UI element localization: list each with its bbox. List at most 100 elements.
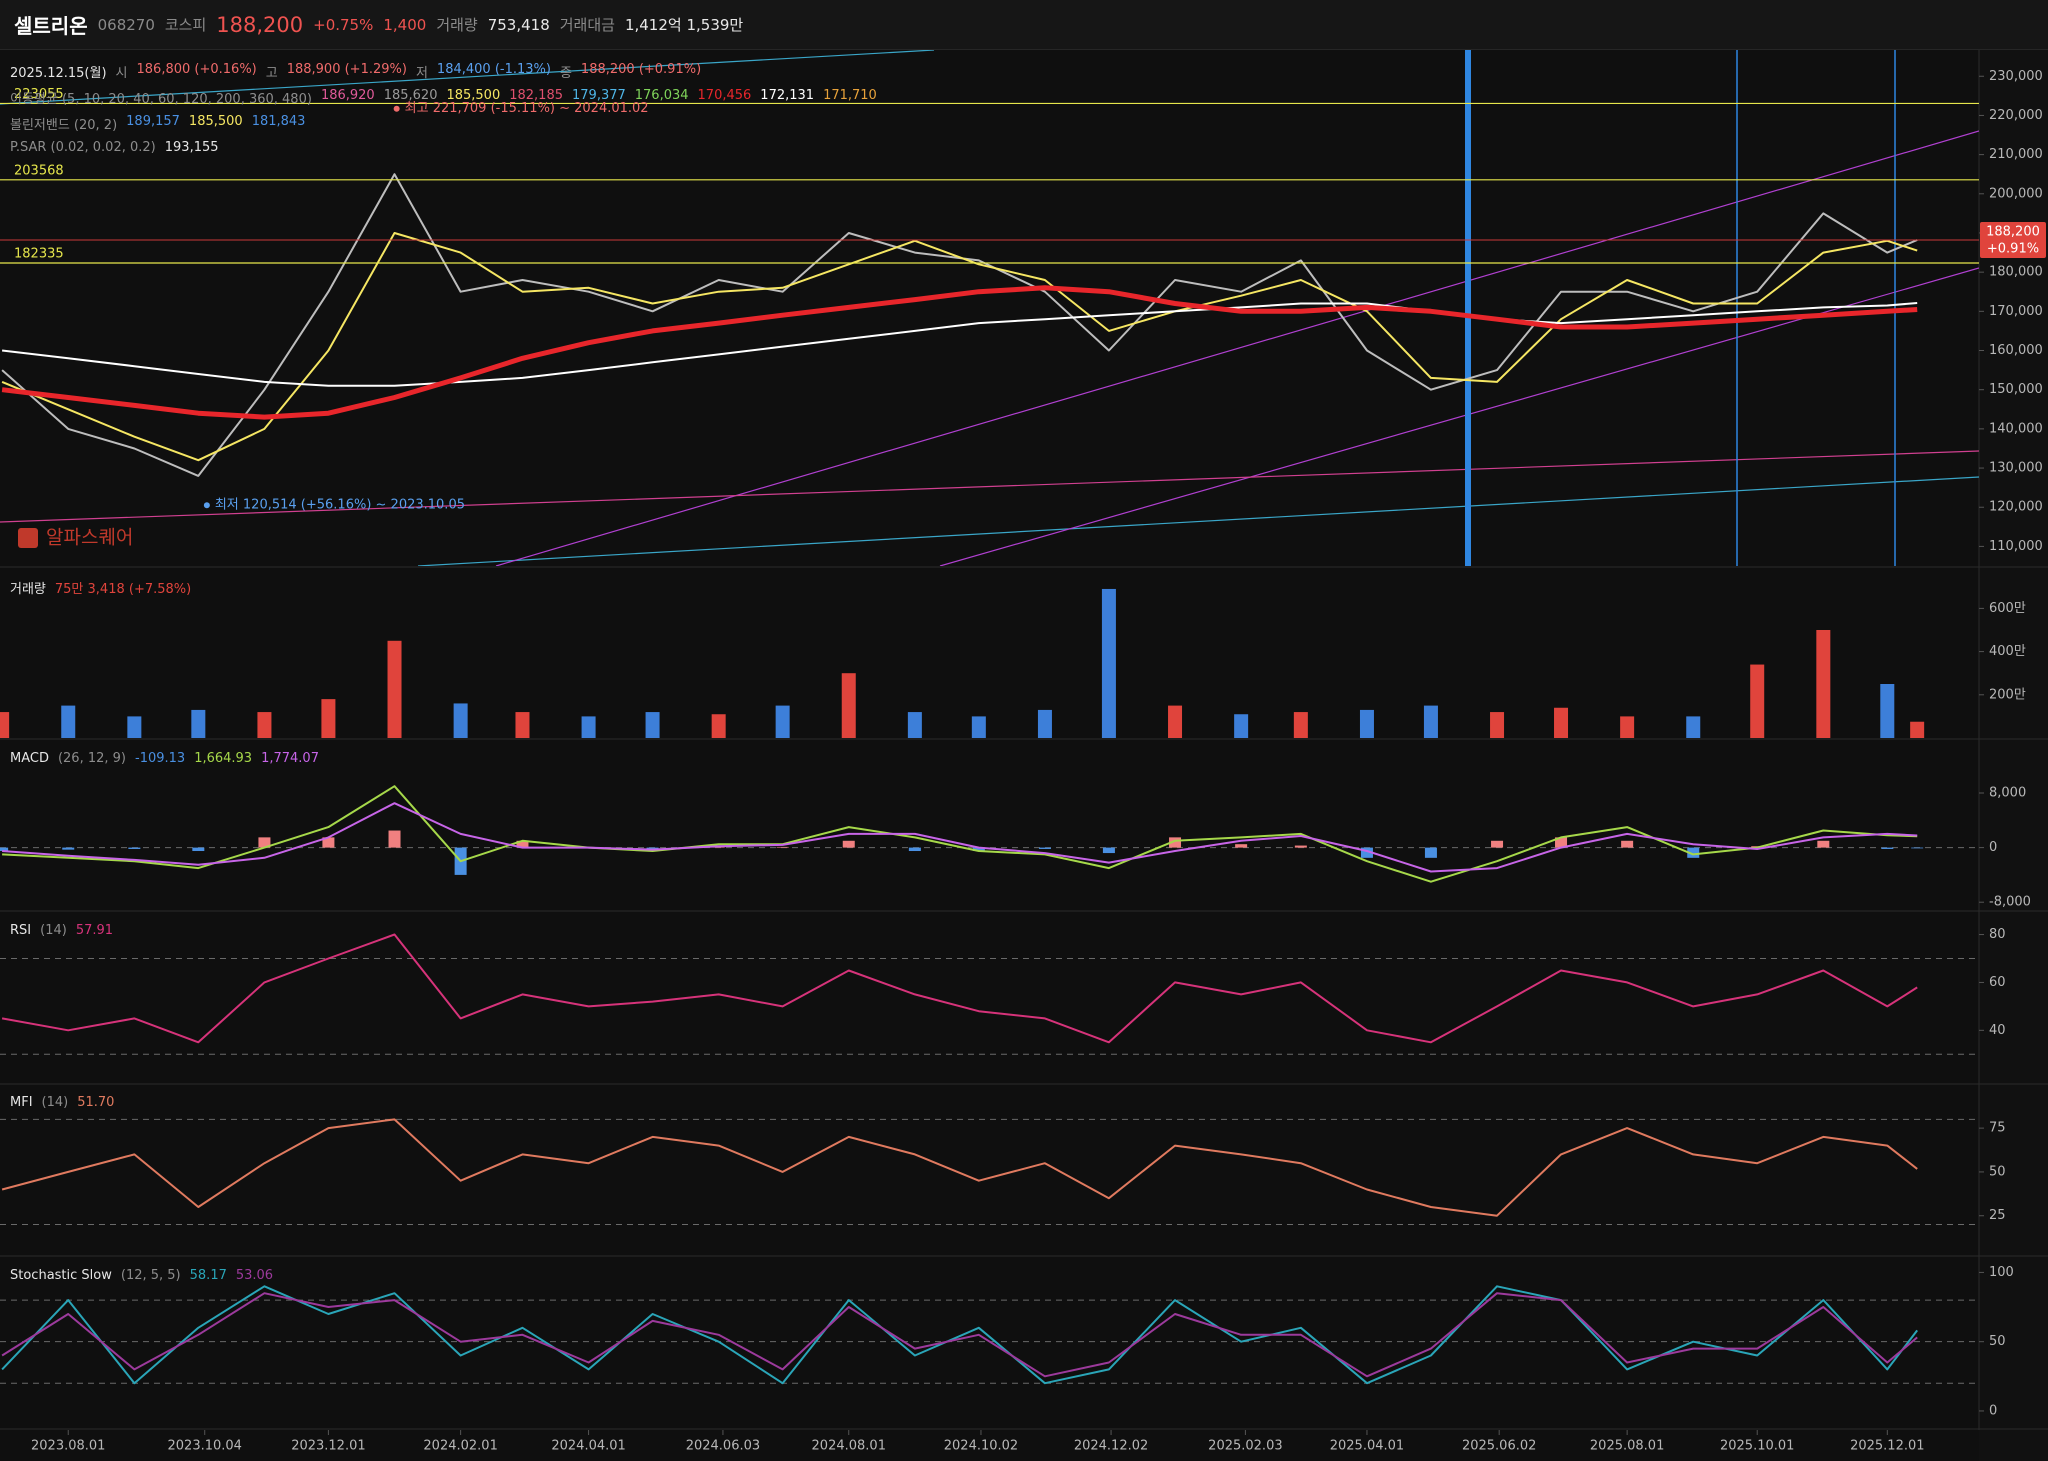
histogram-bar xyxy=(1424,847,1437,858)
histogram-bar xyxy=(62,847,75,850)
volume-bar xyxy=(1293,712,1308,738)
watermark-icon xyxy=(18,528,38,548)
market: 코스피 xyxy=(164,16,207,34)
trend-line xyxy=(0,450,1979,523)
x-tick-label: 2025.12.01 xyxy=(1850,1439,1924,1454)
y-tick-label: 120,000 xyxy=(1989,500,2043,515)
histogram-bar xyxy=(1169,837,1182,848)
volume-bar xyxy=(1101,588,1116,738)
level-label: 182335 xyxy=(14,247,64,262)
x-tick-label: 2024.10.02 xyxy=(944,1439,1018,1454)
volume-bar xyxy=(257,712,272,738)
volume-bar xyxy=(581,716,596,738)
y-tick-label: 100 xyxy=(1989,1265,2014,1280)
series-line xyxy=(2,802,1918,873)
panel xyxy=(0,1285,1979,1385)
x-tick-label: 2024.08.01 xyxy=(812,1439,886,1454)
volume-bar xyxy=(1880,683,1895,738)
y-tick-label: 110,000 xyxy=(1989,539,2043,554)
volume-bar xyxy=(1234,714,1249,738)
y-tick-label: 25 xyxy=(1989,1208,2006,1223)
y-tick-label: 200,000 xyxy=(1989,186,2043,201)
y-tick-label: 180,000 xyxy=(1989,265,2043,280)
histogram-bar xyxy=(842,840,855,848)
drawings xyxy=(0,50,1979,566)
histogram-bar xyxy=(0,847,9,852)
series-line xyxy=(1,173,1918,477)
volume-bar xyxy=(321,699,336,738)
volume-bar xyxy=(775,705,790,738)
x-tick-label: 2024.06.03 xyxy=(686,1439,760,1454)
series-line xyxy=(1,285,1918,420)
extreme-point xyxy=(203,502,210,509)
trend-line xyxy=(0,50,935,105)
panel xyxy=(0,588,1925,738)
histogram-bar xyxy=(1881,847,1894,849)
histogram-bar xyxy=(908,847,921,852)
extreme-label: 최고 221,709 (-15.11%) ~ 2024.01.02 xyxy=(405,101,649,116)
x-tick-label: 2023.12.01 xyxy=(291,1439,365,1454)
y-tick-label: 230,000 xyxy=(1989,69,2043,84)
level-label: 203568 xyxy=(14,163,64,178)
x-tick-label: 2025.02.03 xyxy=(1208,1439,1282,1454)
y-tick-label: 170,000 xyxy=(1989,304,2043,319)
axis-background xyxy=(1979,50,2048,1461)
histogram-bar xyxy=(1621,840,1634,848)
x-tick-label: 2023.10.04 xyxy=(168,1439,242,1454)
histogram-bar xyxy=(776,846,789,848)
y-tick-label: 0 xyxy=(1989,840,1997,855)
volume-bar xyxy=(1750,664,1765,738)
volume-bar xyxy=(971,716,986,738)
volume-bar xyxy=(1037,709,1052,738)
histogram-bar xyxy=(516,840,529,848)
panel xyxy=(0,1118,1979,1226)
volume-bar xyxy=(907,712,922,738)
volume-bar xyxy=(1910,721,1925,738)
amount-label: 거래대금 xyxy=(559,16,615,34)
histogram-bar xyxy=(1687,847,1700,858)
x-tick-label: 2023.08.01 xyxy=(31,1439,105,1454)
price-tag xyxy=(1980,222,2046,259)
y-tick-label: 150,000 xyxy=(1989,382,2043,397)
price-tag-price: 188,200 xyxy=(1986,225,2040,240)
y-tick-label: 200만 xyxy=(1989,687,2026,702)
series-line xyxy=(1,302,1918,387)
x-tick-label: 2025.06.02 xyxy=(1462,1439,1536,1454)
volume-bar xyxy=(191,709,206,738)
volume-bar xyxy=(1359,709,1374,738)
histogram-bar xyxy=(258,837,271,848)
volume-bar xyxy=(0,712,10,738)
change-pct: +0.75% xyxy=(313,15,374,34)
histogram-bar xyxy=(192,847,205,852)
histogram-bar xyxy=(972,847,985,852)
histogram-bar xyxy=(1555,837,1568,848)
volume-bar xyxy=(1490,712,1505,738)
y-tick-label: 210,000 xyxy=(1989,147,2043,162)
histogram-bar xyxy=(1360,847,1373,858)
series-line xyxy=(1,1285,1918,1385)
y-tick-label: 75 xyxy=(1989,1121,2006,1136)
y-tick-label: 50 xyxy=(1989,1334,2006,1349)
histogram-bar xyxy=(1294,845,1307,848)
x-tick-label: 2025.10.01 xyxy=(1720,1439,1794,1454)
series-line xyxy=(1,933,1918,1044)
histogram-bar xyxy=(1102,847,1115,854)
volume-bar xyxy=(515,712,530,738)
histogram-bar xyxy=(322,837,335,848)
histogram-bar xyxy=(1038,847,1051,849)
trend-line xyxy=(495,130,1979,566)
volume-bar xyxy=(645,712,660,738)
y-tick-label: 8,000 xyxy=(1989,785,2026,800)
y-tick-label: 220,000 xyxy=(1989,108,2043,123)
y-tick-label: 600만 xyxy=(1989,601,2026,616)
series-line xyxy=(2,785,1918,883)
volume-bar xyxy=(387,640,402,738)
volume-bar xyxy=(453,703,468,738)
series-line xyxy=(1,1118,1918,1217)
header: 셀트리온 068270 코스피 188,200 +0.75% 1,400 거래량… xyxy=(0,0,2048,50)
amount: 1,412억 1,539만 xyxy=(624,16,744,34)
volume-bar xyxy=(1816,629,1831,738)
y-tick-label: 40 xyxy=(1989,1023,2006,1038)
